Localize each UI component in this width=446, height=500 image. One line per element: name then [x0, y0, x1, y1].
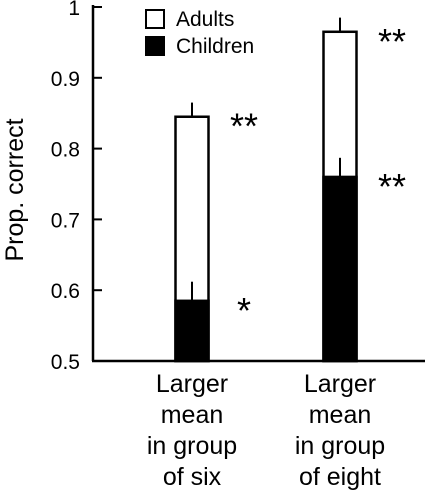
x-tick-label: mean	[309, 401, 372, 429]
x-tick-label: in group	[147, 432, 237, 460]
x-tick-label: Larger	[304, 370, 376, 398]
x-tick-label: in group	[295, 432, 385, 460]
significance-children-2: **	[378, 166, 406, 207]
x-tick-label: Larger	[156, 370, 228, 398]
x-tick-label: of six	[163, 463, 222, 491]
significance-children-1: *	[237, 290, 251, 331]
y-tick-label: 0.7	[51, 209, 80, 232]
y-ticks: 0.5 0.6 0.7 0.8 0.9 1	[51, 0, 102, 374]
legend-swatch-adults	[145, 9, 165, 29]
y-tick-label: 0.8	[51, 139, 80, 162]
y-axis-label: Prop. correct	[1, 118, 29, 261]
y-tick-label: 0.6	[51, 280, 80, 303]
significance-adults-1: **	[230, 106, 258, 147]
legend: Adults Children	[145, 8, 254, 58]
y-tick-label: 0.5	[51, 351, 80, 374]
y-tick-label: 0.9	[51, 68, 80, 91]
y-tick-label: 1	[68, 0, 80, 20]
bar-children-2	[322, 175, 358, 363]
bar-children-1	[174, 299, 210, 363]
legend-label-children: Children	[176, 35, 254, 58]
bars: *******	[174, 17, 406, 363]
x-tick-label: of eight	[299, 463, 381, 491]
legend-swatch-children	[145, 36, 165, 56]
x-labels: Larger mean in group of six Larger mean in gro…	[147, 370, 385, 491]
axes	[91, 5, 425, 363]
legend-label-adults: Adults	[176, 8, 234, 31]
x-tick-label: mean	[161, 401, 224, 429]
significance-adults-2: **	[378, 21, 406, 62]
